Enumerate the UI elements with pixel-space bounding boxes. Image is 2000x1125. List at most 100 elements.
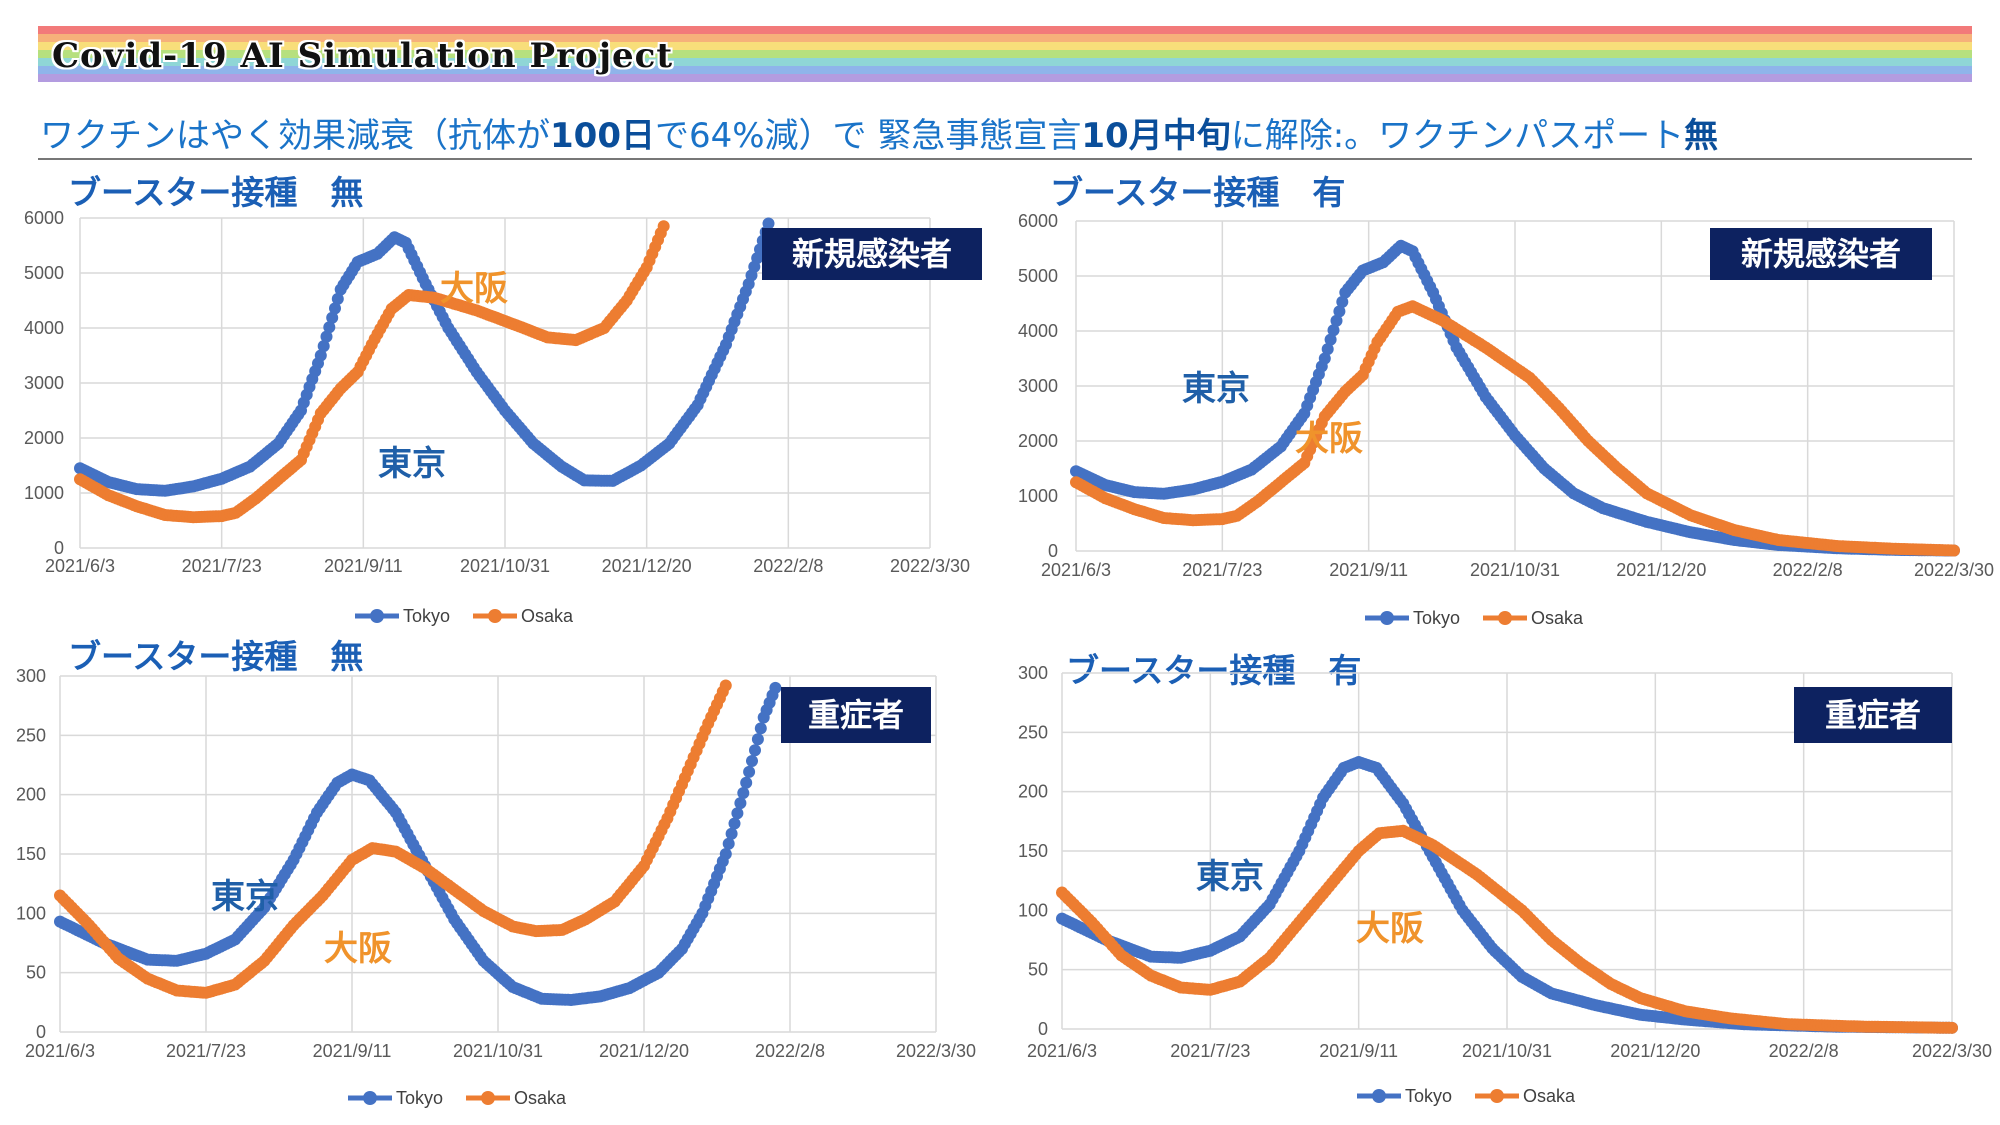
data-point [719,848,732,860]
data-point [1948,544,1960,557]
y-tick-label: 2000 [1018,431,1058,451]
x-tick-label: 2021/7/23 [1182,560,1262,580]
x-tick-label: 2021/12/20 [599,1041,689,1061]
legend: Tokyo Osaka [355,606,574,626]
y-tick-label: 3000 [1018,376,1058,396]
subtitle-part6: 無 [1684,116,1719,156]
banner-stripe [38,42,1972,50]
series-annotation: 大阪 [1356,910,1424,948]
series-tokyo [54,681,782,1006]
y-tick-label: 0 [36,1022,46,1042]
x-tick-label: 2021/6/3 [1027,1041,1097,1061]
data-point [1321,343,1334,356]
legend-label: Tokyo [1413,608,1460,628]
y-tick-label: 50 [1028,960,1048,980]
badge-bg [1794,687,1952,743]
banner-title: Covid-19 AI Simulation Project [52,36,674,76]
data-point [746,755,758,767]
y-tick-label: 0 [1038,1019,1048,1039]
legend-label: Tokyo [403,606,450,626]
series-annotation: 東京 [1196,858,1264,896]
data-point [731,807,744,820]
series-osaka [1056,824,1958,1034]
data-point [1336,295,1349,308]
subtitle: ワクチンはやく効果減衰（抗体が100日で64%減）で 緊急事態宣言10月中旬に解… [40,108,1718,157]
y-tick-label: 100 [1018,900,1048,920]
legend-marker [363,1091,377,1105]
subtitle-part4: 10月中旬 [1081,116,1231,156]
data-point [762,217,775,230]
y-tick-label: 150 [16,844,46,864]
y-tick-label: 4000 [1018,321,1058,341]
data-point [743,765,756,778]
title-banner [38,26,1972,90]
x-tick-label: 2021/6/3 [1041,560,1111,580]
badge-bg [1710,228,1932,280]
x-tick-label: 2022/2/8 [1769,1041,1839,1061]
legend-label: Osaka [514,1088,567,1108]
y-tick-label: 300 [1018,663,1048,683]
legend-marker [1490,1089,1504,1103]
chart-2: 2021/6/3 2021/7/23 2021/9/11 2021/10/31 2021… [1018,211,1994,628]
data-point [1333,305,1346,318]
legend-label: Osaka [1523,1086,1576,1106]
banner-stripe [38,58,1972,66]
y-tick-label: 1000 [1018,486,1058,506]
series-osaka [1070,300,1960,557]
x-tick-label: 2021/12/20 [1616,560,1706,580]
subtitle-part5: に解除:。ワクチンパスポート [1230,116,1685,156]
panel-title-3: ブースター接種 無 [68,637,364,676]
legend-label: Tokyo [396,1088,443,1108]
x-tick-label: 2021/10/31 [1462,1041,1552,1061]
data-point [314,349,327,362]
panel-title-4: ブースター接種 有 [1066,651,1362,690]
legend-marker [1380,611,1394,625]
banner-stripe [38,50,1972,58]
badge-label: 重症者 [808,697,904,733]
banner-stripe [38,74,1972,82]
y-tick-label: 6000 [24,208,64,228]
y-tick-label: 4000 [24,318,64,338]
legend: Tokyo Osaka [1365,608,1584,628]
data-point [740,776,753,789]
x-tick-label: 2021/9/11 [313,1041,392,1061]
legend-marker [488,609,502,623]
subtitle-part2: 100日 [550,116,655,156]
y-tick-label: 2000 [24,428,64,448]
badge-bg [781,687,931,743]
y-tick-label: 300 [16,666,46,686]
y-tick-label: 5000 [24,263,64,283]
data-point [719,679,732,692]
data-point [657,220,670,233]
y-tick-label: 1000 [24,483,64,503]
data-point [320,330,333,343]
legend-marker [370,609,384,623]
y-tick-label: 50 [26,963,46,983]
legend-marker [1372,1089,1386,1103]
subtitle-part1: ワクチンはやく効果減衰（抗体が [40,116,550,156]
series-annotation: 大阪 [1295,420,1363,458]
data-point [722,837,735,850]
y-tick-label: 200 [1018,782,1048,802]
badge-label: 重症者 [1825,697,1921,733]
data-point [317,340,330,353]
badge-bg [762,228,982,280]
data-point [1324,333,1337,346]
chart-4: 2021/6/3 2021/7/23 2021/9/11 2021/10/31 2021… [1018,663,1992,1106]
data-point [725,827,738,840]
data-point [769,681,782,694]
badge-label: 新規感染者 [792,236,952,272]
x-tick-label: 2022/3/30 [890,556,970,576]
x-tick-label: 2021/7/23 [1170,1041,1250,1061]
y-tick-label: 5000 [1018,266,1058,286]
x-tick-label: 2022/2/8 [1773,560,1843,580]
x-tick-label: 2021/6/3 [25,1041,95,1061]
series-osaka [74,220,670,524]
y-tick-label: 150 [1018,841,1048,861]
y-tick-label: 0 [1048,541,1058,561]
y-tick-label: 200 [16,785,46,805]
x-tick-label: 2022/3/30 [1914,560,1994,580]
banner-stripe [38,26,1972,34]
x-tick-label: 2022/3/30 [1912,1041,1992,1061]
